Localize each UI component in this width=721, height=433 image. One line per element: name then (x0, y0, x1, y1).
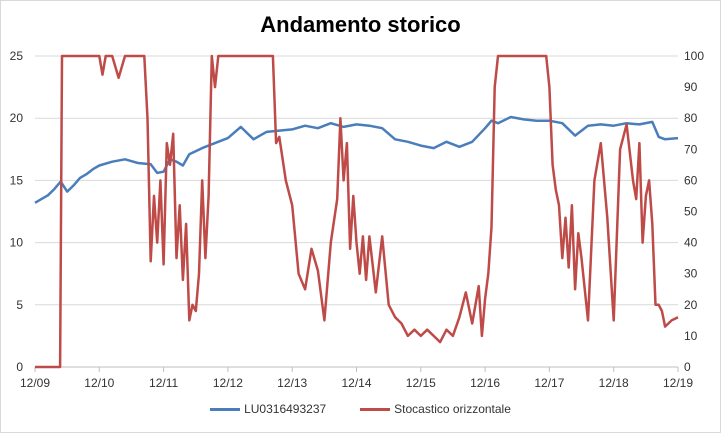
y-left-tick-label: 5 (16, 298, 23, 312)
y-right-tick-label: 90 (684, 80, 698, 94)
x-tick-label: 12/13 (277, 376, 307, 390)
y-left-tick-label: 25 (10, 49, 24, 63)
legend-label: Stocastico orizzontale (394, 402, 511, 416)
x-tick-label: 12/15 (406, 376, 436, 390)
y-right-tick-label: 60 (684, 173, 698, 187)
y-right-tick-label: 80 (684, 111, 698, 125)
y-right-tick-label: 20 (684, 298, 698, 312)
y-left-tick-label: 0 (16, 360, 23, 374)
x-tick-label: 12/09 (20, 376, 50, 390)
x-tick-label: 12/18 (599, 376, 629, 390)
legend-item-series-1: LU0316493237 (210, 402, 326, 416)
tick-labels: 0 5 10 15 20 25 0 10 20 30 40 50 60 70 80 90 100 12/09 12/… (10, 49, 705, 390)
x-tick-label: 12/16 (470, 376, 500, 390)
x-tick-label: 12/10 (84, 376, 114, 390)
series-line-1 (34, 115, 679, 204)
x-tick-label: 12/14 (341, 376, 371, 390)
x-tick-label: 12/17 (534, 376, 564, 390)
x-tick-label: 12/12 (213, 376, 243, 390)
legend-swatch (360, 407, 391, 411)
grid-lines (34, 55, 679, 372)
series-line-2 (35, 54, 679, 369)
legend-label: LU0316493237 (244, 402, 327, 416)
y-left-tick-label: 20 (10, 111, 24, 125)
y-right-tick-label: 0 (684, 360, 691, 374)
y-left-tick-label: 15 (10, 173, 24, 187)
chart-title: Andamento storico (260, 12, 461, 37)
legend-swatch (210, 407, 241, 411)
y-right-tick-label: 10 (684, 329, 698, 343)
y-right-tick-label: 100 (684, 49, 704, 63)
y-right-tick-label: 40 (684, 236, 698, 250)
series-layer (34, 54, 679, 369)
legend-item-series-2: Stocastico orizzontale (360, 402, 511, 416)
y-left-tick-label: 10 (10, 236, 24, 250)
y-right-tick-label: 70 (684, 142, 698, 156)
x-tick-label: 12/19 (663, 376, 693, 390)
x-tick-label: 12/11 (149, 376, 178, 390)
legend: LU0316493237 Stocastico orizzontale (0, 402, 721, 416)
y-right-tick-label: 30 (684, 267, 698, 281)
y-right-tick-label: 50 (684, 205, 698, 219)
